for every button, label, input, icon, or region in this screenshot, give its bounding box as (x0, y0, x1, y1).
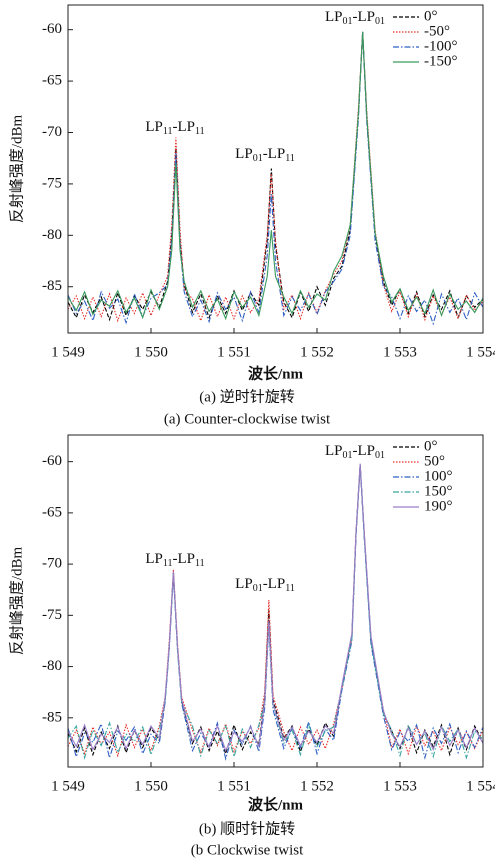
annotation-text: LP (145, 551, 163, 567)
x-tick-label: 1 549 (51, 778, 85, 794)
peak-annotation: LP01-LP01 (325, 443, 385, 461)
x-tick-label: 1 554 (466, 344, 495, 360)
x-tick-label: 1 554 (466, 778, 495, 794)
legend-label: 0° (424, 8, 438, 24)
x-tick-label: 1 553 (383, 778, 417, 794)
legend-label: -100° (424, 38, 458, 54)
annotation-subscript: 01 (253, 583, 263, 594)
annotation-subscript: 11 (163, 558, 173, 569)
y-tick-label: -85 (42, 278, 62, 294)
x-tick-label: 1 549 (51, 344, 85, 360)
legend-label: 50° (424, 453, 445, 469)
spectrum-line (68, 463, 483, 753)
annotation-subscript: 11 (195, 558, 205, 569)
annotation-subscript: 11 (163, 126, 173, 137)
plot-frame (67, 434, 484, 768)
caption: (b) 顺时针旋转 (199, 820, 295, 837)
annotation-text: LP (235, 576, 253, 592)
y-tick-label: -75 (42, 175, 62, 191)
y-tick-label: -80 (42, 227, 62, 243)
y-tick-label: -80 (42, 658, 62, 674)
legend-label: 190° (424, 498, 453, 514)
annotation-subscript: 11 (195, 126, 205, 137)
annotation-text: -LP (263, 576, 286, 592)
y-axis-label: 反射峰强度/dBm (8, 114, 25, 223)
x-tick-label: 1 552 (300, 344, 334, 360)
annotation-subscript: 01 (375, 450, 385, 461)
x-axis-label: 波长/nm (248, 364, 304, 382)
annotation-subscript: 01 (253, 153, 263, 164)
legend-label: 150° (424, 483, 453, 499)
annotation-text: -LP (353, 9, 376, 25)
annotation-text: -LP (173, 119, 196, 135)
peak-annotation: LP11-LP11 (145, 119, 204, 137)
x-tick-label: 1 551 (217, 778, 251, 794)
spectrum-line (68, 31, 483, 321)
annotation-text: LP (145, 119, 163, 135)
annotation-text: -LP (173, 551, 196, 567)
x-tick-label: 1 550 (134, 778, 168, 794)
peak-annotation: LP11-LP11 (145, 551, 204, 569)
annotation-subscript: 01 (343, 450, 353, 461)
y-tick-label: -65 (42, 73, 62, 89)
y-tick-label: -70 (42, 124, 62, 140)
spectrum-line (68, 465, 483, 758)
annotation-text: -LP (263, 146, 286, 162)
legend-label: -50° (424, 23, 450, 39)
spectrum-line (68, 32, 483, 323)
x-tick-label: 1 553 (383, 344, 417, 360)
y-tick-label: -75 (42, 607, 62, 623)
caption: (a) 逆时针旋转 (199, 388, 294, 405)
spectrum-line (68, 31, 483, 326)
legend-label: -150° (424, 53, 458, 69)
annotation-subscript: 01 (343, 16, 353, 27)
annotation-text: LP (325, 9, 343, 25)
spectrum-line (68, 31, 483, 322)
peak-annotation: LP01-LP11 (235, 146, 295, 164)
annotation-text: -LP (353, 443, 376, 459)
annotation-subscript: 11 (285, 583, 295, 594)
annotation-text: LP (235, 146, 253, 162)
annotation-text: LP (325, 443, 343, 459)
peak-annotation: LP01-LP11 (235, 576, 295, 594)
peak-annotation: LP01-LP01 (325, 9, 385, 27)
y-axis-label: 反射峰强度/dBm (8, 546, 25, 655)
x-tick-label: 1 552 (300, 778, 334, 794)
y-tick-label: -60 (42, 21, 62, 37)
annotation-subscript: 01 (375, 16, 385, 27)
plot-frame (67, 4, 484, 334)
y-tick-label: -65 (42, 504, 62, 520)
x-tick-label: 1 550 (134, 344, 168, 360)
subcaption: (b Clockwise twist (191, 842, 304, 858)
x-tick-label: 1 551 (217, 344, 251, 360)
x-axis-label: 波长/nm (248, 795, 304, 813)
y-tick-label: -70 (42, 556, 62, 572)
subcaption: (a) Counter-clockwise twist (164, 411, 331, 427)
annotation-subscript: 11 (285, 153, 295, 164)
legend-label: 0° (424, 438, 438, 454)
y-tick-label: -85 (42, 709, 62, 725)
legend-label: 100° (424, 468, 453, 484)
y-tick-label: -60 (42, 453, 62, 469)
